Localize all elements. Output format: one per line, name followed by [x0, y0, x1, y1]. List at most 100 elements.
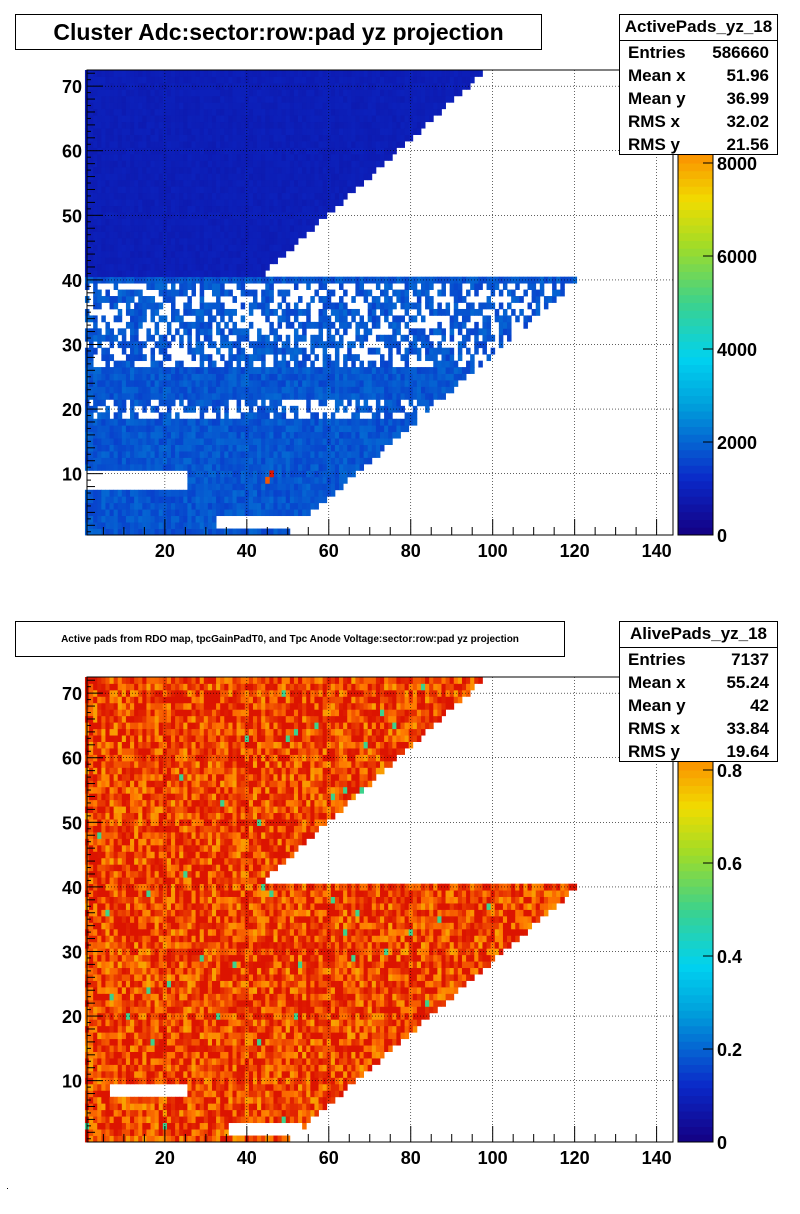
heatmap-cell — [113, 250, 119, 258]
heatmap-cell — [322, 160, 328, 168]
heatmap-cell — [207, 528, 213, 536]
heatmap-cell — [474, 321, 479, 329]
heatmap-cell — [146, 418, 151, 426]
heatmap-cell — [318, 334, 324, 342]
heatmap-cell — [371, 438, 377, 445]
heatmap-cell — [240, 212, 246, 219]
heatmap-cell — [339, 418, 344, 426]
heatmap-cell — [330, 431, 336, 439]
heatmap-cell — [339, 483, 344, 491]
heatmap-cell — [134, 179, 139, 187]
heatmap-cell — [359, 173, 365, 181]
heatmap-cell — [252, 451, 258, 458]
heatmap-cell — [158, 380, 164, 387]
x-tick-label: 80 — [401, 541, 421, 561]
heatmap-cell — [437, 321, 442, 329]
heatmap-cell — [146, 328, 151, 336]
heatmap-cell — [101, 244, 106, 252]
heatmap-cell — [396, 296, 401, 303]
heatmap-cell — [125, 250, 131, 258]
heatmap-cell — [265, 347, 270, 355]
heatmap-cell — [285, 186, 291, 194]
heatmap-cell — [195, 515, 201, 523]
heatmap-cell — [252, 231, 258, 239]
heatmap-cell — [199, 102, 205, 110]
heatmap-cell — [363, 451, 369, 458]
x-tick-label: 100 — [478, 541, 508, 561]
heatmap-cell — [158, 205, 164, 213]
heatmap-cell — [166, 496, 172, 504]
heatmap-cell — [269, 341, 274, 349]
heatmap-cell — [371, 115, 377, 123]
heatmap-cell — [289, 102, 295, 110]
heatmap-cell — [224, 70, 229, 77]
heatmap-cell — [146, 399, 151, 407]
heatmap-cell — [89, 489, 94, 497]
heatmap-cell — [392, 341, 397, 349]
heatmap-cell — [437, 108, 442, 116]
heatmap-cell — [425, 76, 430, 84]
heatmap-cell — [199, 283, 205, 290]
heatmap-cell — [191, 367, 196, 374]
heatmap-cell — [359, 95, 365, 103]
heatmap-cell — [93, 173, 98, 181]
heatmap-cell — [191, 173, 196, 181]
heatmap-cell — [195, 321, 201, 329]
color-bar-band — [678, 434, 713, 443]
heatmap-cell — [154, 528, 160, 536]
heatmap-cell — [232, 392, 237, 400]
heatmap-cell — [289, 186, 295, 194]
heatmap-cell — [314, 418, 319, 426]
heatmap-cell — [187, 321, 192, 329]
heatmap-cell — [146, 244, 151, 252]
heatmap-cell — [257, 95, 262, 103]
heatmap-cell — [130, 444, 135, 452]
heatmap-cell — [109, 457, 115, 465]
heatmap-cell — [195, 225, 201, 232]
heatmap-cell — [273, 115, 278, 123]
heatmap-cell — [281, 457, 287, 465]
heatmap-cell — [195, 95, 201, 103]
heatmap-cell — [302, 160, 307, 168]
heatmap-cell — [281, 166, 287, 174]
heatmap-cell — [252, 153, 258, 161]
heatmap-cell — [101, 425, 106, 433]
heatmap-cell — [203, 470, 209, 478]
heatmap-cell — [384, 141, 389, 148]
heatmap-cell — [203, 218, 209, 226]
heatmap-cell — [130, 502, 135, 510]
heatmap-cell — [142, 257, 147, 265]
heatmap-cell — [261, 70, 266, 77]
heatmap-cell — [125, 276, 131, 284]
heatmap-cell — [310, 192, 315, 200]
heatmap-cell — [400, 121, 405, 129]
heatmap-cell — [281, 134, 287, 142]
heatmap-cell — [257, 115, 262, 123]
heatmap-cell — [314, 463, 319, 471]
heatmap-cell — [93, 270, 98, 278]
heatmap-cell — [171, 302, 176, 310]
heatmap-cell — [150, 147, 156, 155]
heatmap-cell — [175, 425, 180, 433]
heatmap-cell — [302, 328, 307, 336]
color-bar-band — [678, 449, 713, 458]
heatmap-cell — [339, 392, 344, 400]
heatmap-cell — [105, 380, 110, 387]
heatmap-cell — [121, 179, 127, 187]
heatmap-cell — [105, 263, 110, 271]
heatmap-cell — [142, 192, 147, 200]
heatmap-cell — [265, 283, 270, 290]
heatmap-cell — [330, 166, 336, 174]
heatmap-cell — [445, 347, 451, 355]
heatmap-cell — [277, 192, 283, 200]
heatmap-cell — [298, 334, 303, 342]
heatmap-cell — [105, 147, 110, 155]
heatmap-cell — [277, 237, 283, 245]
heatmap-cell — [412, 128, 418, 135]
heatmap-cell — [203, 276, 209, 284]
heatmap-cell — [257, 451, 262, 458]
heatmap-cell — [347, 153, 352, 161]
heatmap-cell — [261, 218, 266, 226]
heatmap-cell — [285, 166, 291, 174]
heatmap-cell — [203, 380, 209, 387]
